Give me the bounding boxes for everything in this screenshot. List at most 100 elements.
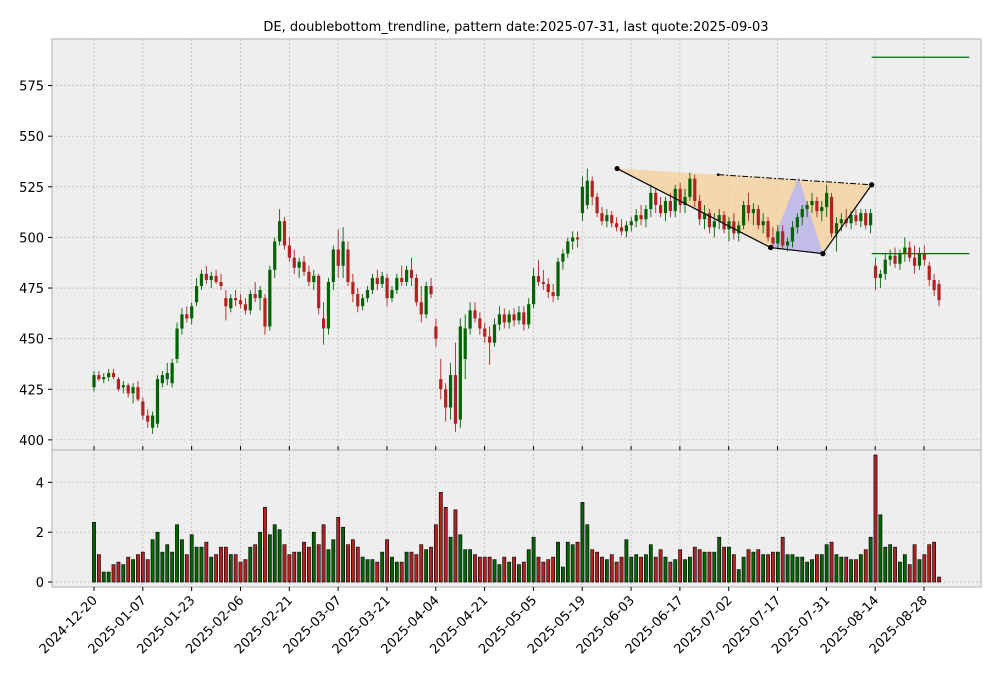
candle-body — [698, 200, 702, 220]
candle-body — [610, 215, 614, 224]
volume-bar — [429, 546, 433, 583]
volume-bar — [653, 556, 658, 583]
candle-body — [717, 215, 721, 222]
candle-body — [917, 253, 922, 266]
candle-body — [834, 223, 839, 234]
candle-body — [561, 253, 565, 262]
volume-bar — [912, 544, 917, 583]
candle-body — [771, 237, 775, 244]
pattern-point — [869, 182, 875, 188]
candle-body — [668, 200, 672, 212]
volume-tick-label: 4 — [36, 476, 44, 491]
volume-bar — [175, 524, 179, 583]
volume-bar — [365, 559, 370, 583]
candle-body — [370, 277, 375, 291]
volume-bar — [863, 549, 868, 583]
candle-body — [190, 306, 194, 319]
candle-body — [766, 221, 770, 238]
candle-body — [859, 213, 863, 222]
candle-body — [517, 312, 521, 321]
candle-body — [395, 277, 399, 291]
volume-bar — [517, 564, 521, 583]
price-tick-label: 550 — [19, 130, 44, 145]
volume-bar — [497, 564, 502, 583]
candle-body — [253, 294, 257, 299]
candle-body — [405, 269, 409, 282]
pattern-lines — [614, 56, 970, 257]
candle-body — [160, 375, 164, 384]
candle-body — [746, 205, 751, 214]
candle-body — [756, 209, 760, 226]
candle-body — [722, 215, 726, 230]
volume-bar — [697, 549, 702, 583]
candle-body — [932, 279, 936, 291]
volume-bar — [375, 561, 380, 583]
candle-body — [365, 290, 370, 299]
volume-bar — [165, 544, 170, 583]
volume-bar — [136, 554, 140, 583]
volume-bar — [751, 551, 756, 583]
candle-body — [522, 312, 526, 325]
volume-bar — [829, 541, 834, 583]
volume-bar — [937, 576, 941, 583]
candle-body — [575, 237, 580, 240]
volume-bar — [233, 554, 238, 583]
candle-body — [619, 227, 624, 232]
candle-body — [878, 273, 882, 278]
volume-bar — [248, 546, 253, 583]
candle-body — [688, 178, 692, 197]
candle-body — [444, 389, 448, 408]
volume-bar — [785, 554, 790, 583]
candle-body — [111, 373, 116, 378]
volume-bar — [360, 556, 365, 583]
candle-body — [595, 196, 599, 214]
volume-bar — [692, 546, 697, 583]
candle-body — [678, 188, 682, 206]
volume-bar — [712, 551, 717, 583]
volume-bar — [639, 556, 643, 583]
candle-body — [297, 261, 301, 268]
volume-bar — [702, 551, 707, 583]
volume-bar — [238, 561, 243, 583]
candle-body — [419, 302, 423, 315]
candle-body — [258, 290, 262, 299]
volume-bar — [761, 554, 766, 583]
volume-bar — [473, 554, 477, 583]
volume-bars — [92, 454, 941, 583]
candle-body — [136, 387, 140, 400]
volume-bar — [614, 561, 619, 583]
candle-body — [224, 298, 228, 307]
candle-body — [658, 205, 663, 214]
candle-body — [185, 314, 189, 319]
candle-body — [605, 215, 609, 222]
candle-body — [527, 304, 531, 325]
volume-bar — [849, 559, 853, 583]
candle-body — [336, 249, 340, 266]
candle-body — [531, 275, 536, 305]
volume-bar — [604, 559, 609, 583]
candle-body — [400, 277, 404, 282]
volume-bar — [263, 506, 267, 583]
volume-tick-label: 2 — [36, 526, 44, 541]
volume-bar — [512, 556, 516, 583]
candle-body — [141, 401, 145, 416]
volume-bar — [385, 539, 389, 583]
candle-body — [126, 385, 130, 394]
candle-body — [810, 200, 814, 206]
volume-bar — [243, 559, 248, 583]
candle-body — [146, 415, 150, 422]
volume-bar — [595, 551, 599, 583]
volume-bar — [805, 561, 810, 583]
volume-bar — [316, 544, 321, 583]
candle-body — [800, 209, 804, 218]
volume-bar — [521, 561, 526, 583]
candle-body — [683, 196, 687, 206]
candle-body — [375, 277, 379, 284]
candle-body — [278, 221, 282, 242]
volume-bar — [96, 554, 101, 583]
candle-body — [307, 271, 311, 282]
candle-body — [429, 286, 433, 295]
candle-body — [326, 281, 331, 329]
price-tick-label: 525 — [19, 181, 44, 196]
candle-body — [380, 275, 384, 284]
